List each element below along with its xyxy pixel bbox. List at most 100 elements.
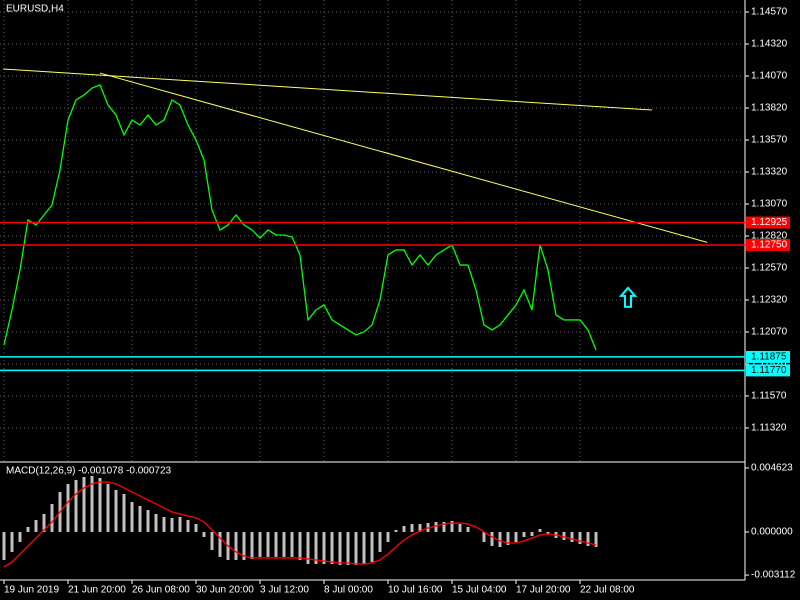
histogram-bar xyxy=(10,531,14,552)
histogram-bar xyxy=(450,520,454,532)
y-tick-label: 1.12070 xyxy=(751,327,788,338)
histogram-bar xyxy=(578,531,582,544)
trend-line xyxy=(99,72,708,243)
level-label: 1.12750 xyxy=(751,240,788,251)
histogram-bar xyxy=(394,529,398,532)
x-tick-label: 17 Jul 20:00 xyxy=(516,585,571,596)
histogram-bar xyxy=(586,531,590,546)
level-label: 1.11875 xyxy=(751,352,787,363)
level-label-box xyxy=(746,216,790,229)
histogram-bar xyxy=(346,531,350,565)
y-tick-label: 0.004623 xyxy=(751,463,793,474)
histogram-bar xyxy=(306,531,310,564)
histogram-bar xyxy=(34,519,38,532)
y-tick-label: -0.003112 xyxy=(751,570,796,581)
x-tick-label: 15 Jul 04:00 xyxy=(452,585,507,596)
price-line xyxy=(3,84,597,351)
histogram-bar xyxy=(42,513,46,532)
y-tick-label: 1.12320 xyxy=(751,295,788,306)
y-tick-label: 1.14570 xyxy=(751,7,788,18)
y-tick-label: 1.11570 xyxy=(751,391,787,402)
level-label: 1.12925 xyxy=(751,217,788,228)
histogram-bar xyxy=(330,531,334,564)
x-tick-label: 30 Jun 20:00 xyxy=(196,585,254,596)
histogram-bar xyxy=(106,483,110,532)
histogram-bar xyxy=(154,513,158,532)
histogram-bar xyxy=(82,476,86,532)
histogram-bar xyxy=(26,526,30,532)
x-tick-label: 26 Jun 08:00 xyxy=(132,585,190,596)
x-tick-label: 10 Jul 16:00 xyxy=(388,585,443,596)
y-tick-label: 1.14070 xyxy=(751,71,788,82)
histogram-bar xyxy=(378,531,382,552)
histogram-bar xyxy=(290,531,294,557)
histogram-bar xyxy=(18,531,22,542)
histogram-bar xyxy=(90,475,94,532)
histogram-bar xyxy=(162,516,166,532)
y-tick-label: 1.13320 xyxy=(751,167,788,178)
histogram-bar xyxy=(458,523,462,532)
x-tick-label: 22 Jul 08:00 xyxy=(580,585,635,596)
level-label-box xyxy=(746,350,790,363)
x-tick-label: 19 Jun 2019 xyxy=(4,585,59,596)
histogram-bar xyxy=(194,523,198,532)
level-label-box xyxy=(746,364,790,377)
histogram-bar xyxy=(482,531,486,542)
histogram-bar xyxy=(258,531,262,557)
histogram-bar xyxy=(130,501,134,532)
x-tick-label: 21 Jun 20:00 xyxy=(68,585,126,596)
y-tick-label: 1.11820 xyxy=(751,359,787,370)
histogram-bar xyxy=(386,531,390,542)
histogram-bar xyxy=(66,483,70,532)
histogram-bar xyxy=(338,531,342,565)
histogram-bar xyxy=(170,517,174,532)
histogram-bar xyxy=(546,531,550,534)
histogram-bar xyxy=(210,531,214,550)
histogram-bar xyxy=(98,477,102,532)
histogram-bar xyxy=(490,531,494,546)
histogram-bar xyxy=(466,526,470,532)
arrow xyxy=(618,286,638,308)
histogram-bar xyxy=(498,531,502,547)
level-label: 1.11770 xyxy=(751,365,787,376)
x-tick-label: 3 Jul 12:00 xyxy=(260,585,309,596)
histogram-bar xyxy=(370,531,374,562)
x-tick-label: 8 Jul 00:00 xyxy=(324,585,373,596)
histogram-bar xyxy=(282,531,286,557)
histogram-bar xyxy=(242,531,246,560)
histogram-bar xyxy=(186,519,190,532)
chart-title: EURUSD,H4 xyxy=(6,4,64,15)
histogram-bar xyxy=(274,531,278,557)
histogram-bar xyxy=(178,516,182,532)
signal-line xyxy=(3,481,597,568)
histogram-bar xyxy=(234,531,238,560)
histogram-bar xyxy=(410,523,414,532)
y-tick-label: 1.13820 xyxy=(751,103,788,114)
y-tick-label: 1.14320 xyxy=(751,39,788,50)
histogram-bar xyxy=(354,531,358,565)
histogram-bar xyxy=(322,531,326,564)
histogram-bar xyxy=(74,479,78,532)
y-tick-label: 1.12820 xyxy=(751,231,788,242)
histogram-bar xyxy=(202,531,206,537)
histogram-bar xyxy=(218,531,222,557)
indicator-title: MACD(12,26,9) -0.001078 -0.000723 xyxy=(6,466,172,477)
histogram-bar xyxy=(434,521,438,532)
histogram-bar xyxy=(506,531,510,545)
histogram-bar xyxy=(530,531,534,536)
y-tick-label: 1.13570 xyxy=(751,135,788,146)
histogram-bar xyxy=(2,531,6,560)
histogram-bar xyxy=(514,531,518,542)
y-tick-label: 1.13070 xyxy=(751,199,788,210)
histogram-bar xyxy=(402,525,406,532)
histogram-bar xyxy=(314,531,318,564)
y-tick-label: 1.12570 xyxy=(751,263,788,274)
histogram-bar xyxy=(114,489,118,532)
histogram-bar xyxy=(250,531,254,559)
histogram-bar xyxy=(146,509,150,532)
y-tick-label: 0.000000 xyxy=(751,527,793,538)
histogram-bar xyxy=(570,531,574,542)
histogram-bar xyxy=(442,521,446,532)
